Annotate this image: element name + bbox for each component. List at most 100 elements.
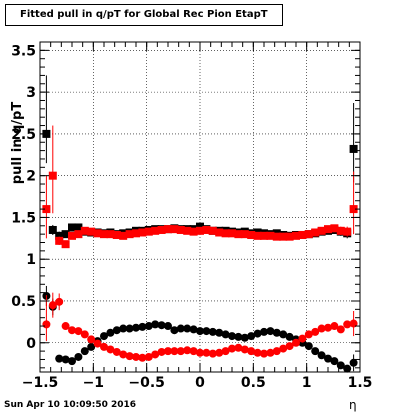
- data-point-circle: [176, 347, 185, 356]
- data-point-square: [151, 226, 160, 235]
- y-tick-label: 3: [26, 85, 36, 101]
- data-point-square: [311, 228, 320, 237]
- data-point-circle: [112, 326, 121, 335]
- data-point-circle: [266, 348, 275, 357]
- data-point-circle: [100, 342, 108, 351]
- data-point-circle: [272, 328, 281, 337]
- data-point-square: [55, 231, 64, 240]
- data-point-circle: [183, 324, 192, 333]
- data-point-circle: [304, 342, 313, 351]
- data-point-square: [298, 230, 307, 239]
- data-point-circle: [196, 348, 204, 357]
- data-point-square: [55, 236, 64, 245]
- data-point-square: [292, 231, 300, 240]
- data-point-circle: [208, 349, 217, 358]
- data-point-circle: [304, 330, 313, 339]
- data-point-circle: [311, 327, 320, 336]
- data-point-square: [42, 205, 51, 214]
- data-point-circle: [260, 349, 268, 358]
- data-point-circle: [221, 330, 230, 339]
- x-tick-label: −1.5: [22, 375, 59, 391]
- data-point-square: [119, 231, 128, 240]
- data-point-square: [253, 231, 262, 240]
- data-point-square: [112, 230, 121, 239]
- data-point-circle: [324, 354, 332, 363]
- data-point-circle: [144, 352, 153, 361]
- data-point-square: [157, 225, 166, 234]
- data-point-square: [330, 224, 339, 233]
- data-point-square: [80, 226, 89, 235]
- data-point-circle: [68, 326, 76, 335]
- data-point-circle: [157, 321, 166, 330]
- y-tick-label: 0.5: [11, 294, 36, 310]
- data-point-square: [164, 225, 172, 234]
- data-point-circle: [119, 324, 128, 333]
- series-3: [42, 292, 358, 362]
- data-point-circle: [80, 330, 89, 339]
- data-point-square: [48, 225, 57, 234]
- data-point-circle: [234, 343, 243, 352]
- data-point-square: [125, 230, 134, 239]
- data-point-square: [68, 223, 76, 232]
- data-point-circle: [42, 320, 51, 329]
- data-point-circle: [132, 323, 140, 332]
- data-point-circle: [221, 347, 230, 356]
- data-point-circle: [202, 327, 211, 336]
- data-point-circle: [292, 338, 300, 347]
- data-point-circle: [164, 347, 172, 356]
- grid-lines: [40, 42, 360, 372]
- timestamp: Sun Apr 10 10:09:50 2016: [4, 400, 137, 410]
- data-point-square: [221, 229, 230, 238]
- data-point-circle: [260, 327, 268, 336]
- data-point-square: [68, 231, 76, 240]
- y-tick-label: 1.5: [11, 210, 36, 226]
- data-point-circle: [157, 347, 166, 356]
- data-point-circle: [343, 320, 352, 329]
- data-point-circle: [164, 322, 172, 331]
- data-point-circle: [48, 301, 57, 310]
- y-axis-label: pull in q/pT: [10, 102, 25, 185]
- data-point-circle: [138, 322, 147, 331]
- data-point-square: [106, 230, 115, 239]
- data-point-circle: [100, 332, 108, 341]
- data-point-circle: [61, 322, 70, 331]
- data-point-square: [272, 232, 281, 241]
- data-point-square: [247, 230, 256, 239]
- data-point-square: [144, 227, 153, 236]
- data-point-circle: [247, 347, 256, 356]
- series-0: [42, 75, 358, 240]
- data-point-circle: [336, 325, 345, 334]
- data-point-square: [349, 144, 358, 153]
- data-point-circle: [266, 327, 275, 336]
- data-point-circle: [106, 345, 115, 354]
- data-point-square: [317, 226, 326, 235]
- data-point-circle: [208, 327, 217, 336]
- data-point-square: [170, 225, 179, 234]
- data-point-circle: [279, 330, 288, 339]
- data-marks: [42, 75, 358, 373]
- data-point-square: [183, 226, 192, 235]
- data-point-square: [74, 223, 83, 232]
- data-point-square: [196, 226, 204, 235]
- data-point-circle: [253, 348, 262, 357]
- data-point-square: [240, 230, 249, 239]
- data-point-circle: [317, 324, 326, 333]
- series-1: [42, 125, 358, 249]
- data-point-square: [234, 230, 243, 239]
- data-point-circle: [234, 332, 243, 341]
- series-2: [42, 285, 358, 373]
- x-tick-label: 0: [195, 375, 205, 391]
- data-point-circle: [119, 350, 128, 359]
- data-point-circle: [285, 332, 294, 341]
- data-point-circle: [55, 354, 64, 363]
- data-point-circle: [176, 324, 185, 333]
- data-point-circle: [349, 319, 358, 328]
- data-point-circle: [170, 326, 179, 335]
- data-point-circle: [61, 355, 70, 364]
- tick-labels: −1.5 −1 −0.5 0 0.5 1 1.5 0 0.5 1 1.5 2 2.5 3 3.5: [11, 43, 372, 391]
- data-point-circle: [93, 339, 102, 348]
- data-point-circle: [196, 327, 204, 336]
- data-point-square: [324, 225, 332, 234]
- data-point-circle: [349, 358, 358, 367]
- x-tick-label: 1: [302, 375, 312, 391]
